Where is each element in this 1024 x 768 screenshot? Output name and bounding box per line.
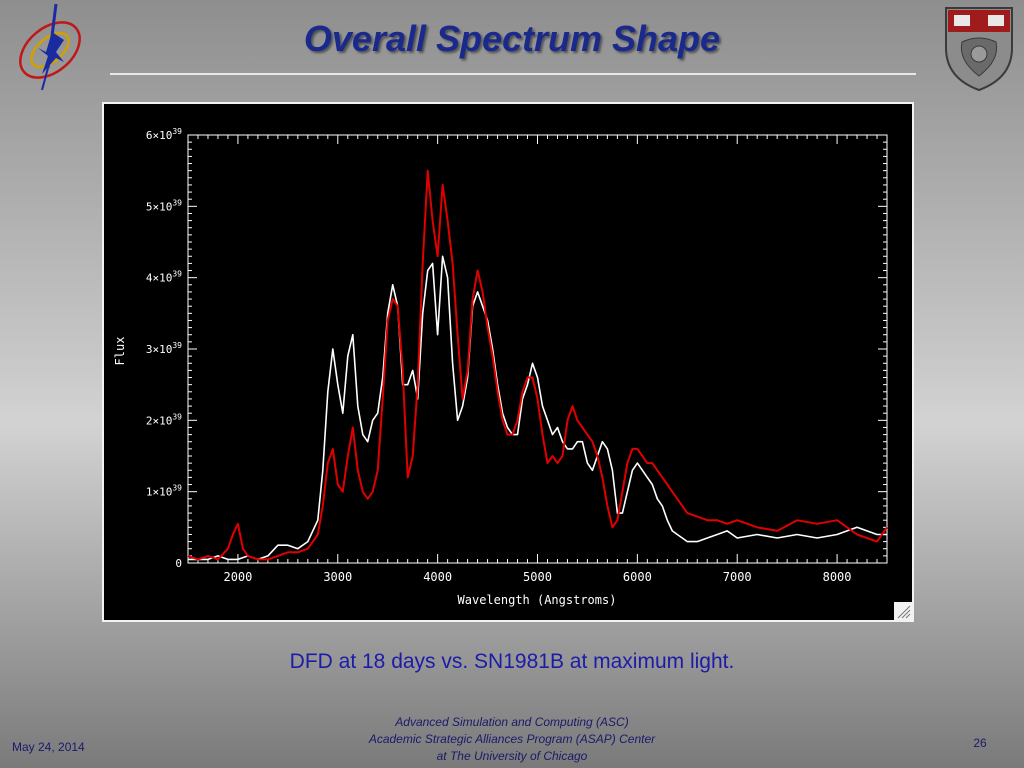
y-tick-label: 5×1039 (146, 198, 182, 213)
x-tick-label: 6000 (623, 570, 652, 584)
slide-caption: DFD at 18 days vs. SN1981B at maximum li… (289, 650, 735, 673)
chart-series (187, 169, 888, 561)
slide-title: Overall Spectrum Shape (303, 18, 721, 59)
x-tick-label: 3000 (323, 570, 352, 584)
y-tick-label: 1×1039 (146, 484, 182, 499)
footer-date: May 24, 2014 (12, 740, 85, 754)
title-divider (110, 73, 916, 75)
series-line-1 (188, 255, 887, 561)
plot-frame (187, 134, 888, 564)
footer-line-2: Academic Strategic Alliances Program (AS… (368, 732, 656, 746)
y-tick-label: 2×1039 (146, 412, 182, 427)
page-number: 26 (973, 736, 987, 750)
flash-center-logo-icon (8, 2, 88, 94)
chart-axes: 2000 3000 4000 5000 6000 7000 8000 0 1×1039 2×103… (146, 127, 888, 584)
y-tick-label: 0 (175, 557, 182, 570)
x-tick-label: 2000 (223, 570, 252, 584)
y-tick-label: 3×1039 (146, 341, 182, 356)
chart-canvas: 2000 3000 4000 5000 6000 7000 8000 0 1×1039 2×103… (113, 127, 888, 607)
footer-affiliation: Advanced Simulation and Computing (ASC) … (312, 714, 712, 765)
y-tick-label: 6×1039 (146, 127, 182, 142)
spectrum-chart: 2000 3000 4000 5000 6000 7000 8000 0 1×1039 2×103… (102, 102, 914, 622)
title-divider-shadow (110, 77, 916, 78)
x-tick-label: 8000 (823, 570, 852, 584)
footer-line-3: at The University of Chicago (436, 749, 588, 763)
university-of-chicago-shield-icon (942, 4, 1016, 92)
y-tick-label: 4×1039 (146, 270, 182, 285)
y-axis-label: Flux (113, 337, 127, 366)
x-tick-label: 5000 (523, 570, 552, 584)
series-line-2 (187, 169, 888, 561)
resize-grip-icon[interactable] (894, 602, 912, 620)
x-axis-label: Wavelength (Angstroms) (458, 593, 617, 607)
footer-line-1: Advanced Simulation and Computing (ASC) (395, 715, 629, 729)
x-tick-label: 4000 (423, 570, 452, 584)
x-tick-label: 7000 (723, 570, 752, 584)
